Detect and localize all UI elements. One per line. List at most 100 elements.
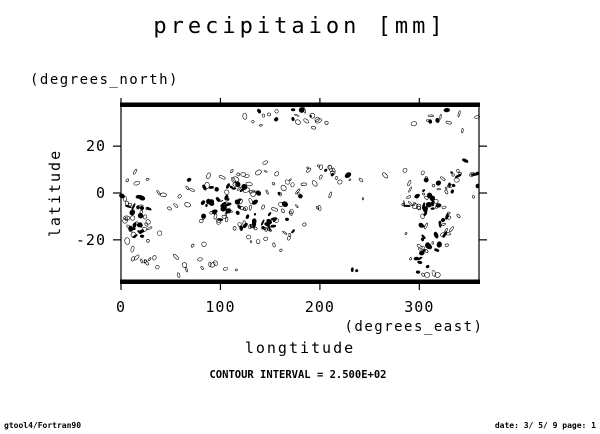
contour-mark (436, 241, 442, 248)
contour-mark (261, 113, 266, 118)
contour-mark (431, 201, 435, 207)
contour-mark (404, 232, 408, 235)
contour-mark (244, 174, 250, 178)
contour-mark (134, 254, 140, 261)
contour-mark (450, 189, 454, 194)
contour-mark (402, 167, 408, 173)
contour-mark (211, 209, 217, 214)
contour-mark (130, 215, 136, 221)
contour-mark (249, 224, 252, 228)
contour-mark (245, 181, 253, 187)
contour-mark (231, 187, 237, 190)
contour-mark (280, 208, 285, 214)
contour-mark (145, 207, 149, 210)
contour-mark (288, 210, 293, 216)
contour-mark (422, 192, 425, 196)
contour-mark (208, 201, 215, 206)
x-axis-label: longtitude (245, 339, 355, 357)
contour-mark (453, 177, 460, 183)
contour-mark (409, 257, 412, 261)
contour-mark (445, 213, 449, 220)
contour-mark (208, 185, 214, 189)
contour-mark (119, 193, 125, 199)
contour-mark (441, 205, 447, 210)
contour-mark (425, 264, 430, 269)
contour-mark (131, 256, 135, 262)
contour-mark (210, 261, 216, 268)
contour-mark (262, 160, 269, 165)
contour-mark (471, 195, 475, 199)
contour-mark (335, 176, 338, 180)
contour-mark (355, 269, 359, 273)
contour-mark (284, 179, 290, 185)
contour-mark (440, 176, 446, 181)
contour-mark (290, 108, 296, 112)
contour-mark (172, 253, 179, 260)
contour-mark (410, 121, 417, 127)
contour-mark (237, 222, 242, 227)
contour-mark (434, 248, 440, 252)
contour-mark (248, 189, 256, 194)
contour-mark (288, 233, 292, 237)
contour-mark (433, 199, 439, 204)
contour-mark (295, 119, 301, 125)
contour-mark (306, 166, 310, 170)
contour-mark (417, 260, 423, 264)
contour-mark (221, 214, 228, 219)
contour-mark (255, 169, 262, 176)
footer-right: date: 3/ 5/ 9 page: 1 (495, 421, 596, 430)
contour-mark (419, 250, 425, 256)
contour-mark (253, 213, 257, 216)
contour-mark (274, 218, 279, 224)
contour-mark (436, 188, 441, 191)
contour-mark (277, 191, 281, 195)
contour-mark (242, 222, 248, 229)
contour-mark (124, 216, 128, 221)
contour-mark (229, 185, 233, 189)
contour-mark (422, 189, 426, 192)
contour-mark (156, 190, 161, 196)
contour-mark (435, 203, 442, 208)
contour-mark (198, 219, 204, 224)
contour-mark (346, 172, 350, 177)
contour-mark (123, 215, 130, 221)
contour-mark (431, 184, 436, 188)
contour-mark (237, 204, 242, 209)
contour-mark (274, 117, 279, 122)
contour-mark (270, 217, 277, 221)
contour-mark (133, 181, 141, 186)
contour-mark (319, 164, 324, 170)
x-tick-label: 0 (116, 298, 126, 316)
contour-mark (420, 213, 425, 220)
contour-mark (145, 219, 151, 225)
contour-mark (249, 240, 253, 243)
footer-left: gtool4/Fortran90 (4, 421, 81, 430)
contour-mark (330, 170, 336, 176)
contour-mark (201, 241, 207, 247)
contour-mark (155, 265, 160, 270)
contour-mark (445, 232, 451, 236)
contour-mark (271, 182, 276, 186)
contour-mark (140, 234, 145, 238)
contour-mark (206, 172, 211, 180)
contour-mark (224, 212, 228, 217)
contour-mark (270, 224, 277, 228)
contour-mark (240, 172, 246, 177)
contour-mark (230, 177, 236, 184)
contour-mark (125, 178, 129, 183)
contour-mark (350, 267, 354, 272)
contour-mark (146, 239, 150, 243)
contour-mark (138, 222, 143, 228)
contour-mark (418, 222, 424, 228)
contour-mark (424, 195, 429, 200)
contour-mark (146, 226, 153, 231)
chart-title: precipitaion [mm] (153, 14, 446, 39)
contour-mark (462, 158, 469, 163)
contour-mark (124, 237, 131, 245)
contour-mark (252, 199, 258, 205)
contour-mark (289, 178, 292, 181)
contour-mark (145, 178, 150, 181)
contour-mark (185, 185, 190, 191)
contour-mark (416, 205, 422, 211)
